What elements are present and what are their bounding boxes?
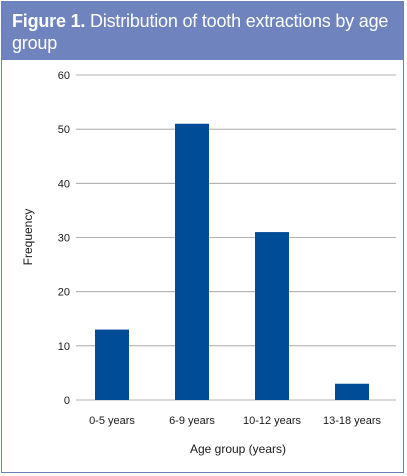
bar-4	[335, 383, 369, 400]
y-axis-ticks: 0 10 20 30 40 50 60	[58, 70, 70, 407]
y-tick-label: 20	[58, 287, 70, 299]
x-tick-label: 6-9 years	[169, 415, 215, 427]
bar-1	[95, 329, 129, 400]
figure-caption: Distribution of tooth extractions by age…	[12, 11, 389, 53]
x-tick-label: 13-18 years	[323, 415, 382, 427]
bar-3	[255, 232, 289, 400]
bars	[95, 123, 369, 400]
x-axis-title: Age group (years)	[190, 442, 286, 456]
figure-label: Figure 1.	[12, 11, 86, 31]
y-tick-label: 0	[64, 395, 70, 407]
bar-2	[175, 123, 209, 400]
x-tick-label: 0-5 years	[89, 415, 135, 427]
x-axis-ticks: 0-5 years 6-9 years 10-12 years 13-18 years	[89, 415, 381, 427]
figure-header: Figure 1. Distribution of tooth extracti…	[2, 2, 403, 60]
y-tick-label: 10	[58, 341, 70, 353]
y-axis-title: Frequency	[21, 209, 35, 266]
y-tick-label: 60	[58, 70, 70, 82]
y-tick-label: 40	[58, 178, 70, 190]
y-tick-label: 50	[58, 124, 70, 136]
y-tick-label: 30	[58, 233, 70, 245]
x-tick-label: 10-12 years	[243, 415, 302, 427]
